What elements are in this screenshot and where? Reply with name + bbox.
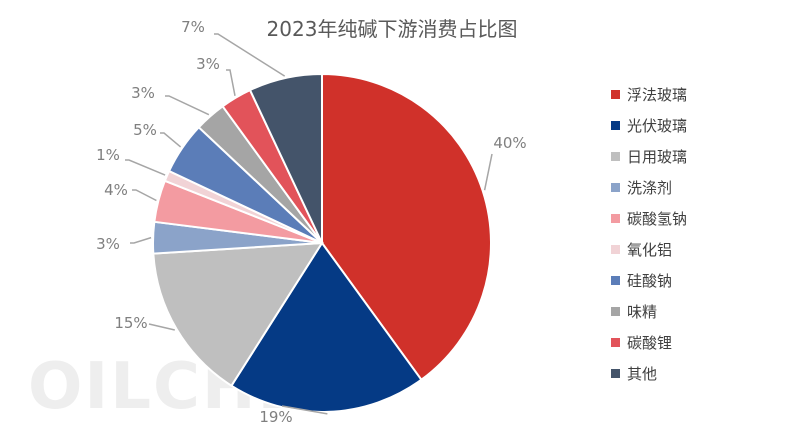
legend-swatch-10 (611, 369, 620, 378)
legend-swatch-8 (611, 307, 620, 316)
pie-slice-3 (152, 241, 324, 388)
legend-swatch-2 (611, 121, 620, 130)
chart-title: 2023年纯碱下游消费占比图 (267, 17, 518, 41)
legend-swatch-7 (611, 276, 620, 285)
legend-label-4: 洗涤剂 (627, 179, 672, 197)
legend-label-6: 氧化铝 (627, 241, 672, 259)
legend-swatch-5 (611, 214, 620, 223)
legend-swatch-4 (611, 183, 620, 192)
leader-line-1 (483, 153, 493, 191)
leader-line-6 (125, 159, 166, 176)
leader-line-8 (165, 95, 210, 116)
legend-label-3: 日用玻璃 (627, 148, 687, 166)
leader-line-5 (132, 189, 157, 202)
pie-slice-10 (248, 72, 323, 244)
legend-label-1: 浮法玻璃 (627, 86, 687, 104)
legend-label-8: 味精 (627, 303, 657, 321)
legend-swatch-1 (611, 90, 620, 99)
data-label-9: 3% (196, 55, 220, 73)
data-label-4: 3% (96, 235, 120, 253)
legend-label-10: 其他 (627, 365, 657, 383)
data-label-1: 40% (493, 134, 526, 152)
leader-line-2 (281, 405, 328, 415)
leader-line-4 (130, 236, 152, 244)
data-labels: 40% 19% 15% 3% 4% 1% 5% 3% 3% 7% (96, 18, 527, 426)
data-label-5: 4% (104, 181, 128, 199)
data-label-7: 5% (133, 121, 157, 139)
legend-swatch-9 (611, 338, 620, 347)
data-label-6: 1% (96, 146, 120, 164)
leader-line-9 (226, 69, 236, 96)
legend-label-9: 碳酸锂 (627, 334, 672, 352)
legend-swatch-3 (611, 152, 620, 161)
pie-slices (152, 72, 492, 413)
leader-lines (125, 33, 493, 415)
data-label-2: 19% (259, 408, 292, 426)
leader-line-7 (160, 132, 182, 148)
legend-swatch-6 (611, 245, 620, 254)
data-label-3: 15% (114, 314, 147, 332)
legend-label-7: 硅酸钠 (627, 272, 672, 290)
legend-label-2: 光伏玻璃 (627, 117, 687, 135)
legend-label-5: 碳酸氢钠 (627, 210, 687, 228)
pie-slice-2 (230, 241, 423, 413)
data-label-10: 7% (181, 18, 205, 36)
pie-slice-1 (321, 72, 492, 382)
data-label-8: 3% (131, 84, 155, 102)
leader-line-3 (148, 323, 175, 331)
leader-line-10 (214, 33, 286, 77)
